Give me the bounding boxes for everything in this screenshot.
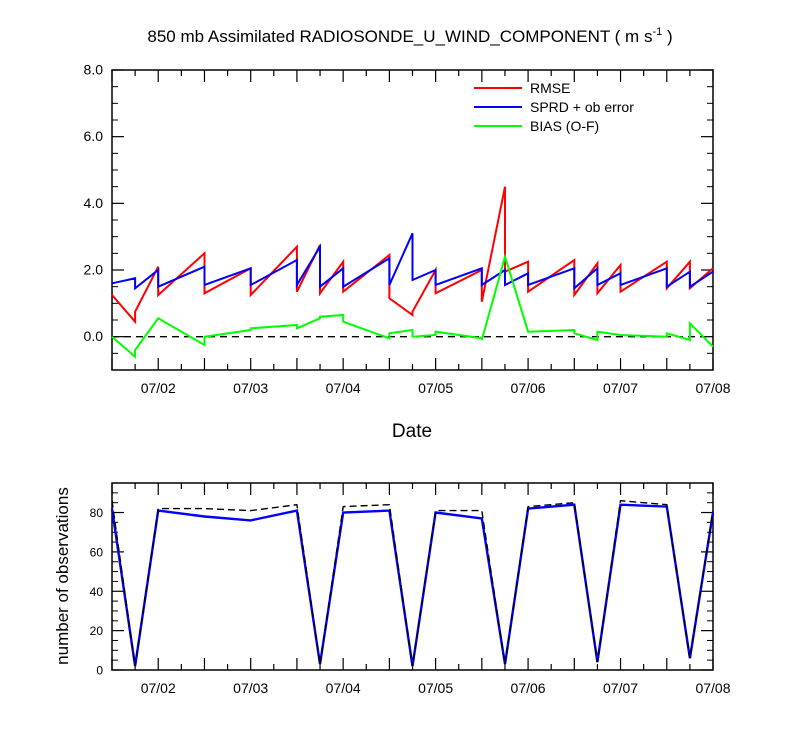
top-axis-ticks — [111, 69, 714, 371]
y-tick-label: 2.0 — [84, 262, 104, 278]
series-line-rmse — [111, 186, 714, 325]
x-tick-label: 07/05 — [418, 680, 453, 696]
bottom-plot-frame — [111, 482, 714, 671]
x-tick-label: 07/06 — [511, 380, 546, 396]
y-tick-label: 0.0 — [84, 328, 104, 344]
bottom-series-lines — [110, 499, 715, 667]
x-tick-label: 07/06 — [511, 680, 546, 696]
y-tick-label: 0 — [96, 664, 103, 678]
y-tick-label: 80 — [90, 506, 104, 520]
legend: RMSE SPRD + ob error BIAS (O-F) — [474, 80, 634, 134]
legend-label-sprd: SPRD + ob error — [530, 99, 634, 115]
top-series-lines — [111, 186, 714, 359]
x-tick-label: 07/07 — [603, 380, 638, 396]
series-line-bias-o-f — [111, 253, 714, 359]
series-line-observations-used — [110, 503, 715, 667]
x-tick-label: 07/05 — [418, 380, 453, 396]
x-tick-label: 07/03 — [233, 380, 268, 396]
bottom-y-axis-label: number of observations — [53, 487, 72, 665]
y-tick-label: 4.0 — [84, 195, 104, 211]
x-tick-label: 07/02 — [141, 380, 176, 396]
x-tick-label: 07/04 — [326, 380, 361, 396]
x-tick-label: 07/08 — [695, 680, 730, 696]
top-plot-frame — [111, 69, 714, 371]
x-tick-label: 07/07 — [603, 680, 638, 696]
bottom-y-tick-labels: 0 20 40 60 80 — [90, 506, 104, 677]
x-tick-label: 07/03 — [233, 680, 268, 696]
top-y-tick-labels: 0.0 2.0 4.0 6.0 8.0 — [84, 62, 104, 345]
x-tick-label: 07/08 — [695, 380, 730, 396]
top-x-axis-label: Date — [392, 421, 432, 442]
series-line-observations-possible — [111, 499, 714, 667]
top-x-tick-labels: 07/02 07/03 07/04 07/05 07/06 07/07 07/08 — [141, 380, 731, 396]
bottom-axis-ticks — [111, 482, 714, 671]
chart-title-tail: ) — [662, 27, 672, 46]
bottom-x-tick-labels: 07/02 07/03 07/04 07/05 07/06 07/07 07/08 — [141, 680, 731, 696]
y-tick-label: 8.0 — [84, 62, 104, 78]
y-tick-label: 60 — [90, 545, 104, 559]
x-tick-label: 07/04 — [326, 680, 361, 696]
legend-label-rmse: RMSE — [530, 80, 570, 96]
legend-label-bias: BIAS (O-F) — [530, 118, 599, 134]
y-tick-label: 40 — [90, 585, 104, 599]
bottom-plot: 0 20 40 60 80 07/02 07/03 07/04 07/05 07/06 07/07… — [53, 482, 731, 696]
chart-title-main: 850 mb Assimilated RADIOSONDE_U_WIND_COM… — [147, 27, 652, 46]
series-line-sprd-ob-error — [111, 232, 714, 291]
chart-title-units-sup: -1 — [652, 26, 662, 38]
x-tick-label: 07/02 — [141, 680, 176, 696]
chart-title: 850 mb Assimilated RADIOSONDE_U_WIND_COM… — [147, 26, 672, 46]
y-tick-label: 20 — [90, 624, 104, 638]
top-plot: 0.02.04.06.08.0 07/02 07/03 07/04 07/05 07/0… — [84, 62, 731, 397]
y-tick-label: 6.0 — [84, 128, 104, 144]
